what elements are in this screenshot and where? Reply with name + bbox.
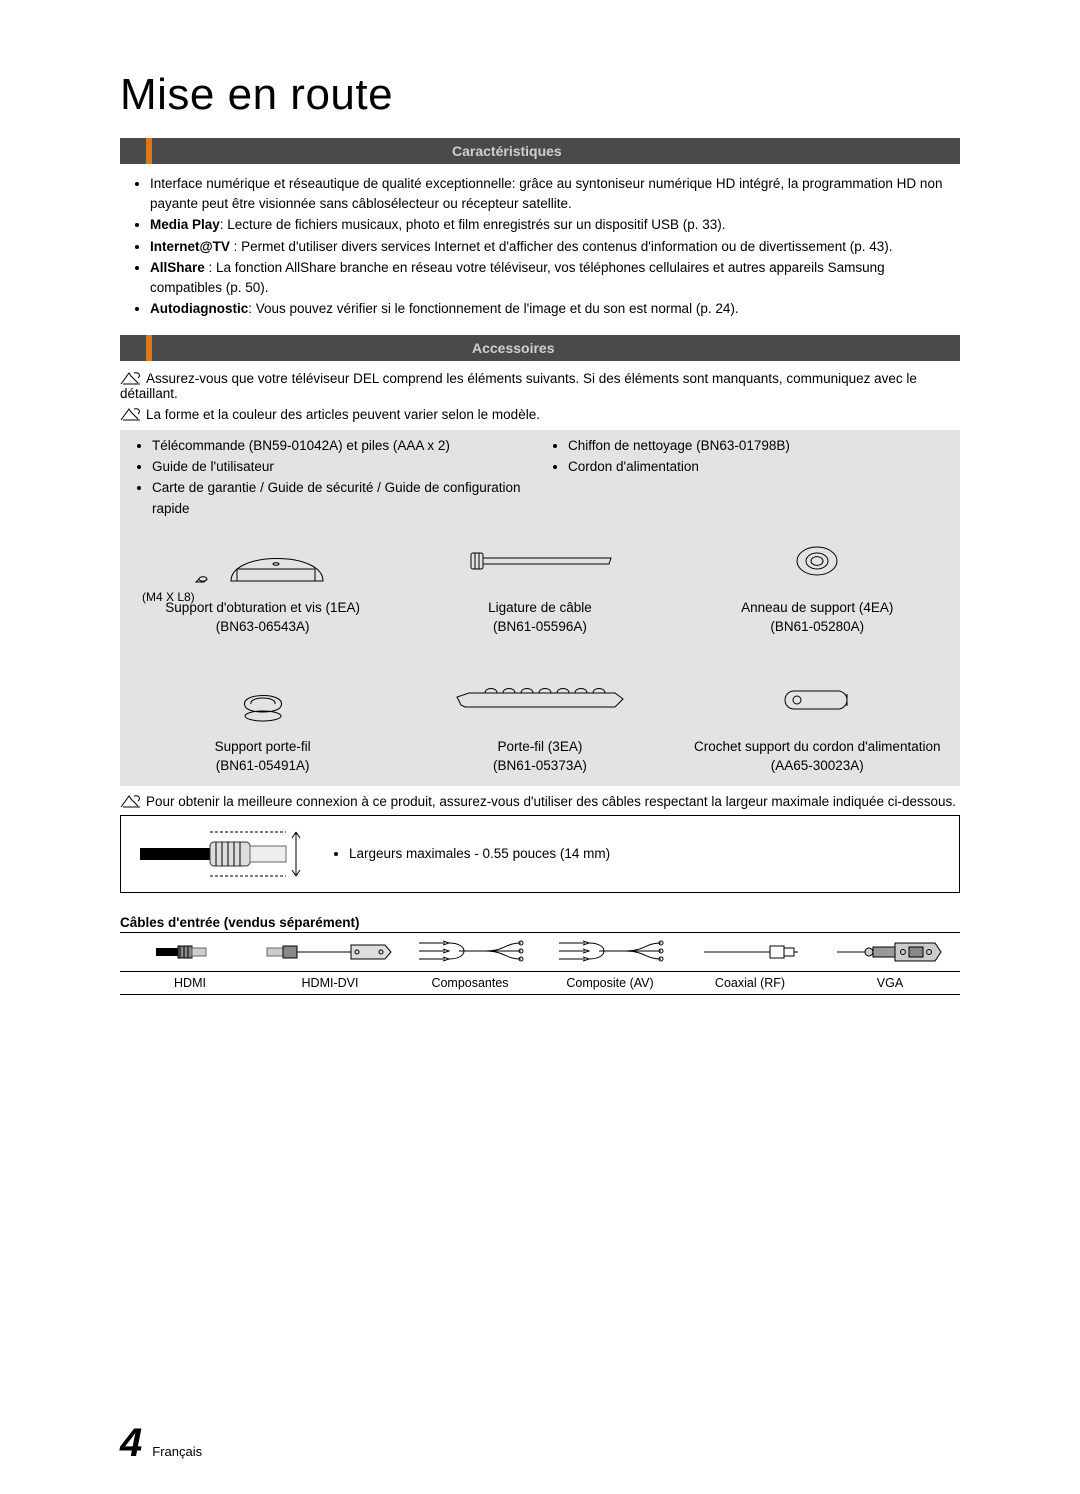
accessory-part: (BN61-05596A): [401, 617, 678, 637]
accessory-part: (BN61-05280A): [679, 617, 956, 637]
power-cord-bracket-icon: [679, 663, 956, 737]
note-icon: [120, 371, 142, 385]
accessory-name: Porte-fil (3EA): [401, 737, 678, 757]
feature-item: Interface numérique et réseautique de qu…: [150, 174, 960, 213]
cable-width-note: Pour obtenir la meilleure connexion à ce…: [120, 794, 960, 809]
feature-item: Media Play: Lecture de fichiers musicaux…: [150, 215, 960, 235]
accessory-name: Crochet support du cordon d'alimentation: [679, 737, 956, 757]
language-label: Français: [152, 1444, 202, 1459]
note-text: Pour obtenir la meilleure connexion à ce…: [146, 794, 956, 809]
page-title: Mise en route: [120, 70, 960, 120]
accessory-name: Ligature de câble: [401, 598, 678, 618]
accessories-row: Support porte-fil (BN61-05491A) Porte-fi…: [124, 663, 956, 776]
section-bar-features: Caractéristiques: [120, 138, 960, 164]
coaxial-cable-icon: [680, 933, 820, 972]
list-item: Cordon d'alimentation: [568, 457, 956, 478]
feature-item: Autodiagnostic: Vous pouvez vérifier si …: [150, 299, 960, 319]
cable-label: VGA: [820, 972, 960, 994]
component-cable-icon: [400, 933, 540, 972]
list-item: Carte de garantie / Guide de sécurité / …: [152, 478, 540, 520]
note-text: Assurez-vous que votre téléviseur DEL co…: [120, 371, 917, 401]
accessory-part: (BN61-05491A): [124, 756, 401, 776]
cable-label: Composantes: [400, 972, 540, 994]
accessory-part: (BN61-05373A): [401, 756, 678, 776]
section-bar-accessories: Accessoires: [120, 335, 960, 361]
cable-width-box: Largeurs maximales - 0.55 pouces (14 mm): [120, 815, 960, 893]
hdmi-dvi-cable-icon: [260, 933, 400, 972]
features-list: Interface numérique et réseautique de qu…: [120, 174, 960, 319]
hdmi-cable-icon: [120, 933, 260, 972]
cable-label: Composite (AV): [540, 972, 680, 994]
included-list-right: Chiffon de nettoyage (BN63-01798B) Cordo…: [540, 436, 956, 478]
cable-width-value: Largeurs maximales - 0.55 pouces (14 mm): [349, 846, 610, 861]
cable-label: HDMI-DVI: [260, 972, 400, 994]
note-text: La forme et la couleur des articles peuv…: [146, 407, 540, 422]
hdmi-connector-icon: [121, 826, 331, 882]
accessory-part: (BN63-06543A): [124, 617, 401, 637]
list-item: Télécommande (BN59-01042A) et piles (AAA…: [152, 436, 540, 457]
cable-label: HDMI: [120, 972, 260, 994]
included-list-left: Télécommande (BN59-01042A) et piles (AAA…: [124, 436, 540, 520]
composite-cable-icon: [540, 933, 680, 972]
note-icon: [120, 407, 142, 421]
note-icon: [120, 794, 142, 808]
wire-holder-icon: [401, 663, 678, 737]
accessory-name: Anneau de support (4EA): [679, 598, 956, 618]
section-heading-features: Caractéristiques: [152, 143, 562, 159]
accessories-note: La forme et la couleur des articles peuv…: [120, 407, 960, 422]
holder-ring-icon: [679, 524, 956, 598]
page-number: 4: [120, 1421, 142, 1466]
feature-item: AllShare : La fonction AllShare branche …: [150, 258, 960, 297]
cable-label: Coaxial (RF): [680, 972, 820, 994]
cable-width-list: Largeurs maximales - 0.55 pouces (14 mm): [331, 846, 610, 861]
vga-cable-icon: [820, 933, 960, 972]
page-footer: 4 Français: [120, 1421, 202, 1466]
blanking-bracket-icon: (M4 X L8): [124, 524, 401, 598]
accessories-row: (M4 X L8) Support d'obturation et vis (1…: [124, 524, 956, 637]
list-item: Guide de l'utilisateur: [152, 457, 540, 478]
list-item: Chiffon de nettoyage (BN63-01798B): [568, 436, 956, 457]
cables-table: HDMI HDMI-DVI Composantes Composite (AV)…: [120, 932, 960, 995]
included-accessories-box: Télécommande (BN59-01042A) et piles (AAA…: [120, 430, 960, 786]
separate-cables-heading: Câbles d'entrée (vendus séparément): [120, 915, 960, 930]
section-heading-accessories: Accessoires: [152, 340, 555, 356]
wire-holder-stand-icon: [124, 663, 401, 737]
accessories-note: Assurez-vous que votre téléviseur DEL co…: [120, 371, 960, 401]
feature-item: Internet@TV : Permet d'utiliser divers s…: [150, 237, 960, 257]
accessory-name: Support porte-fil: [124, 737, 401, 757]
accessory-part: (AA65-30023A): [679, 756, 956, 776]
screw-size-label: (M4 X L8): [142, 590, 195, 604]
cable-tie-icon: [401, 524, 678, 598]
